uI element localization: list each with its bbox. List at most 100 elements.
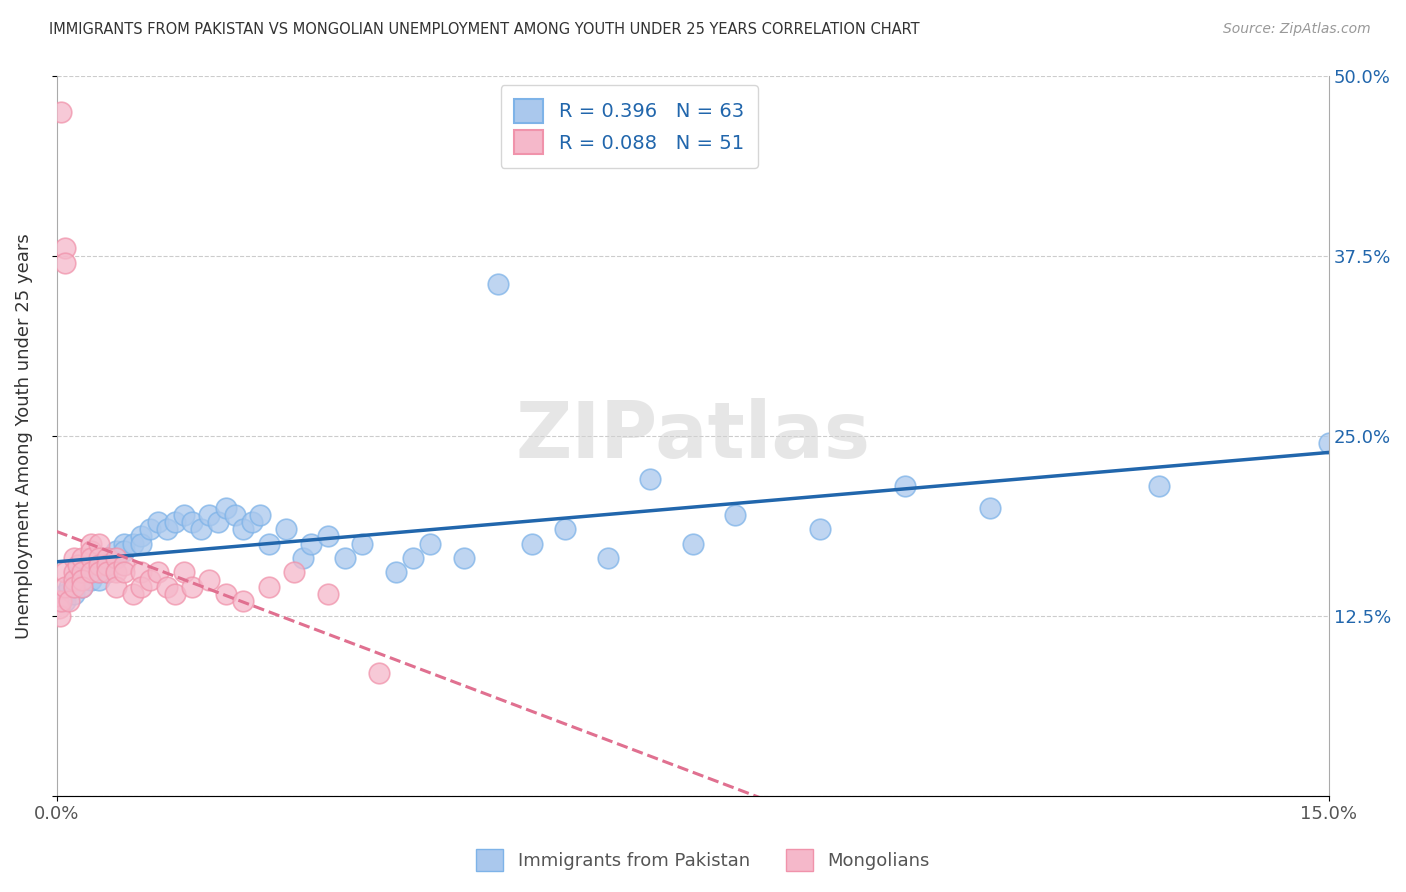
Point [1317, 435, 1340, 450]
Point [808, 522, 831, 536]
Point [148, 515, 170, 529]
Point [96, 566, 118, 580]
Point [131, 529, 153, 543]
Point [131, 566, 153, 580]
Point [979, 500, 1001, 515]
Point [190, 522, 212, 536]
Point [49, 594, 72, 608]
Point [104, 580, 127, 594]
Text: ZIPatlas: ZIPatlas [515, 398, 870, 474]
Point [131, 537, 153, 551]
Point [87, 566, 110, 580]
Point [87, 551, 110, 566]
Point [156, 580, 179, 594]
Point [554, 522, 576, 536]
Point [148, 566, 170, 580]
Point [198, 573, 221, 587]
Point [122, 537, 145, 551]
Point [53, 566, 76, 580]
Point [79, 558, 101, 573]
Point [70, 580, 93, 594]
Point [139, 573, 162, 587]
Point [87, 573, 110, 587]
Point [87, 537, 110, 551]
Point [96, 551, 118, 566]
Point [131, 580, 153, 594]
Point [139, 522, 162, 536]
Point [48, 601, 70, 615]
Point [333, 551, 356, 566]
Point [283, 566, 305, 580]
Legend: Immigrants from Pakistan, Mongolians: Immigrants from Pakistan, Mongolians [470, 842, 936, 879]
Point [114, 566, 136, 580]
Point [87, 558, 110, 573]
Point [79, 573, 101, 587]
Point [70, 551, 93, 566]
Point [104, 551, 127, 566]
Point [596, 551, 619, 566]
Point [419, 537, 441, 551]
Point [53, 594, 76, 608]
Point [299, 537, 322, 551]
Point [724, 508, 747, 522]
Point [367, 666, 389, 681]
Point [215, 500, 238, 515]
Text: Source: ZipAtlas.com: Source: ZipAtlas.com [1223, 22, 1371, 37]
Point [96, 558, 118, 573]
Point [79, 551, 101, 566]
Point [453, 551, 475, 566]
Point [70, 573, 93, 587]
Point [96, 566, 118, 580]
Point [224, 508, 246, 522]
Point [893, 479, 915, 493]
Point [207, 515, 229, 529]
Point [62, 580, 84, 594]
Point [58, 580, 80, 594]
Point [257, 580, 280, 594]
Point [46, 594, 69, 608]
Point [385, 566, 408, 580]
Point [62, 580, 84, 594]
Point [165, 515, 187, 529]
Point [520, 537, 543, 551]
Point [114, 537, 136, 551]
Point [316, 587, 339, 601]
Point [79, 544, 101, 558]
Point [104, 551, 127, 566]
Point [173, 508, 195, 522]
Point [173, 566, 195, 580]
Point [274, 522, 297, 536]
Point [62, 573, 84, 587]
Point [114, 544, 136, 558]
Point [53, 587, 76, 601]
Point [486, 277, 509, 292]
Point [62, 573, 84, 587]
Point [96, 551, 118, 566]
Point [249, 508, 271, 522]
Point [79, 566, 101, 580]
Point [402, 551, 425, 566]
Point [53, 241, 76, 255]
Point [640, 472, 662, 486]
Point [232, 522, 254, 536]
Y-axis label: Unemployment Among Youth under 25 years: Unemployment Among Youth under 25 years [15, 233, 32, 639]
Point [181, 515, 204, 529]
Point [240, 515, 263, 529]
Point [70, 566, 93, 580]
Point [70, 566, 93, 580]
Point [316, 529, 339, 543]
Point [79, 537, 101, 551]
Point [58, 594, 80, 608]
Point [87, 566, 110, 580]
Point [104, 566, 127, 580]
Point [49, 608, 72, 623]
Point [114, 558, 136, 573]
Point [53, 580, 76, 594]
Point [49, 594, 72, 608]
Point [96, 558, 118, 573]
Point [62, 551, 84, 566]
Text: IMMIGRANTS FROM PAKISTAN VS MONGOLIAN UNEMPLOYMENT AMONG YOUTH UNDER 25 YEARS CO: IMMIGRANTS FROM PAKISTAN VS MONGOLIAN UN… [49, 22, 920, 37]
Point [198, 508, 221, 522]
Point [53, 256, 76, 270]
Point [1147, 479, 1170, 493]
